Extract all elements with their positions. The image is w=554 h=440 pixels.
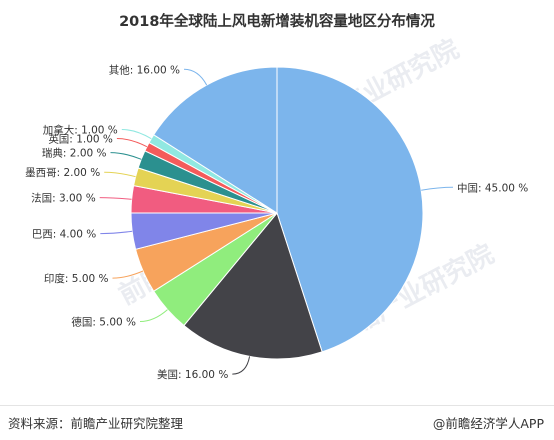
pie-data-label: 美国: 16.00 % [157,368,228,381]
pie-data-label: 其他: 16.00 % [109,63,180,76]
pie-leader-line [99,197,132,200]
credit-note: @前瞻经济学人APP [432,416,544,431]
pie-leader-line [112,270,144,279]
pie-leader-line [100,230,133,235]
pie-data-label: 墨西哥: 2.00 % [25,167,100,179]
pie-data-label: 巴西: 4.00 % [32,229,97,241]
pie-data-label: 德国: 5.00 % [71,316,136,329]
pie-slice-2[interactable] [183,211,323,360]
pie-data-label: 英国: 1.00 % [48,133,113,146]
pie-leader-line [110,152,142,160]
footer-divider [0,405,554,406]
pie-leader-line [139,309,168,322]
pie-data-label: 瑞典: 2.00 % [42,147,107,160]
chart-title: 2018年全球陆上风电新增装机容量地区分布情况 [119,14,435,30]
pie-slices [130,66,424,360]
pie-slice-11[interactable] [153,66,278,214]
pie-leader-line [121,129,152,140]
pie-labels: 中国: 45.00 % 美国: 16.00 % 德国: 5.00 % 印度: 5.00… [25,63,528,381]
pie-data-label: 印度: 5.00 % [44,272,109,285]
pie-data-label: 加拿大: 1.00 % [43,124,118,137]
pie-leader-line [421,186,454,191]
pie-leader-line [232,356,251,375]
pie-slice-1[interactable] [276,66,424,353]
pie-leader-line [183,68,208,86]
pie-data-label: 中国: 45.00 % [457,181,528,194]
pie-leader-line [104,171,136,178]
pie-data-label: 法国: 3.00 % [31,192,96,205]
source-note: 资料来源：前瞻产业研究院整理 [8,416,184,431]
pie-leader-line [116,138,148,148]
